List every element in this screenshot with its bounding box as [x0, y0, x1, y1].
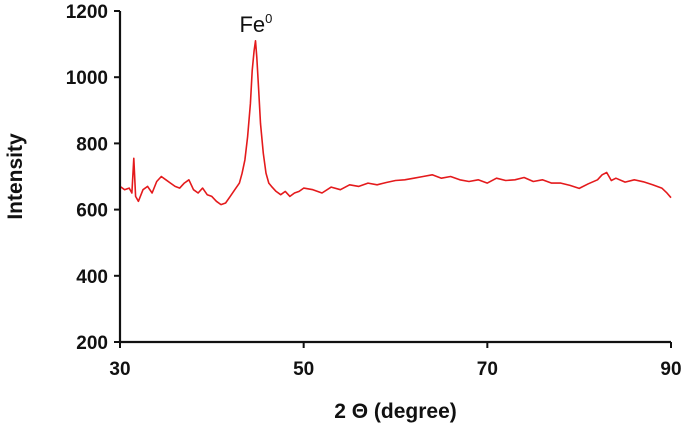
y-tick-label: 400 — [76, 267, 108, 288]
x-tick-label: 50 — [293, 359, 314, 380]
peak-annotation-superscript: 0 — [265, 11, 272, 26]
y-tick-label: 200 — [76, 333, 108, 354]
y-tick-label: 800 — [76, 134, 108, 155]
peak-annotation: Fe0 — [239, 11, 272, 37]
x-tick-label: 70 — [477, 359, 498, 380]
x-axis: 30 50 70 90 — [109, 342, 682, 380]
y-axis-title: Intensity — [4, 133, 27, 220]
x-tick-label: 30 — [109, 359, 130, 380]
x-tick-label: 90 — [660, 359, 681, 380]
y-tick-label: 1200 — [66, 2, 108, 23]
y-tick-label: 600 — [76, 201, 108, 222]
peak-annotation-label: Fe — [239, 12, 265, 37]
plot-area — [119, 40, 672, 206]
y-tick-label: 1000 — [66, 68, 108, 89]
series-line — [119, 40, 672, 206]
x-axis-title: 2 Θ (degree) — [334, 400, 457, 423]
y-axis: 200 400 600 800 1000 1200 — [66, 2, 120, 354]
